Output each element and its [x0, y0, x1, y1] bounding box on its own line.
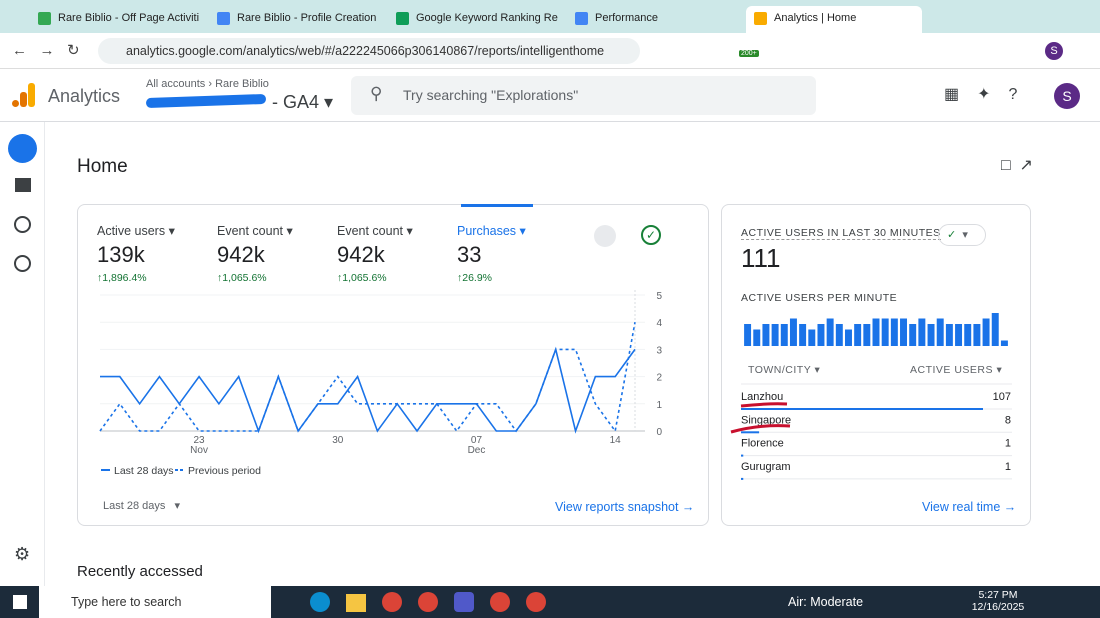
url-bar[interactable]: analytics.google.com/analytics/web/#/a22…	[98, 38, 640, 64]
tab[interactable]: Rare Biblio - Off Page Activiti	[30, 6, 206, 33]
metric-label: Active users ▾	[97, 224, 175, 238]
metric-change: 1,896.4%	[97, 272, 207, 284]
tab[interactable]: Analytics | Home	[746, 6, 922, 33]
realtime-value: 111	[741, 243, 781, 273]
nav-explore[interactable]	[14, 216, 31, 233]
realtime-card: ACTIVE USERS IN LAST 30 MINUTES 111 ✓ ▾ …	[721, 204, 1031, 526]
breadcrumb[interactable]: All accounts › Rare Biblio	[146, 78, 269, 90]
status-icon[interactable]: ✓	[641, 225, 661, 245]
nav-buttons[interactable]: ← → ↻	[12, 42, 80, 59]
nav-reports[interactable]	[15, 178, 31, 192]
metric-value: 942k	[337, 242, 385, 267]
metric[interactable]: Event count ▾ 942k 1,065.6%	[217, 223, 327, 284]
column-text[interactable]: ACTIVE USERS	[910, 364, 994, 376]
metric-change: 1,065.6%	[217, 272, 327, 284]
metric-value: 942k	[217, 242, 265, 267]
tab-title[interactable]: Performance	[595, 12, 658, 24]
tab-title[interactable]: Rare Biblio - Profile Creation	[237, 12, 377, 24]
bar-title: ACTIVE USERS PER MINUTE	[741, 292, 898, 304]
ga-header: Analytics All accounts › Rare Biblio - G…	[0, 70, 1100, 122]
nav-home[interactable]	[8, 134, 37, 163]
insights-icon[interactable]	[594, 225, 616, 247]
selected-tab-indicator	[461, 204, 533, 207]
column-text[interactable]: TOWN/CITY	[748, 364, 812, 376]
view-realtime-link[interactable]: View real time	[922, 500, 1016, 514]
tab[interactable]: Google Keyword Ranking Re	[388, 6, 564, 33]
search-icon: ⚲	[370, 84, 383, 103]
start-button[interactable]	[13, 595, 27, 609]
view-snapshot-link[interactable]: View reports snapshot	[555, 500, 694, 514]
nav-settings[interactable]: ⚙	[14, 544, 31, 564]
tab[interactable]: Rare Biblio - Profile Creation	[209, 6, 385, 33]
page-title: Home	[77, 156, 128, 177]
page-actions[interactable]: □ ↗	[1001, 157, 1033, 174]
header-icons[interactable]: ▦✦?	[944, 86, 1036, 103]
tab-bar: Rare Biblio - Off Page Activiti Rare Bibl…	[0, 0, 1100, 33]
extension-badge: 200+	[739, 50, 759, 57]
tab[interactable]: Performance	[567, 6, 743, 33]
breadcrumb-item[interactable]: All accounts	[146, 78, 206, 90]
section-title: Recently accessed	[77, 563, 203, 580]
breadcrumb-item[interactable]: Rare Biblio	[215, 78, 269, 90]
date-range-text[interactable]: Last 28 days	[103, 500, 166, 512]
metric[interactable]: Active users ▾ 139k 1,896.4%	[97, 223, 207, 284]
realtime-title: ACTIVE USERS IN LAST 30 MINUTES	[741, 227, 941, 240]
property-name[interactable]: - GA4 ▾	[272, 92, 334, 112]
metric-label: Purchases ▾	[457, 224, 526, 238]
tab-title[interactable]: Google Keyword Ranking Re	[416, 12, 558, 24]
taskbar: Type here to search Air: Moderate 5:27 P…	[0, 586, 1100, 618]
metric-value: 139k	[97, 242, 145, 267]
nav-advertising[interactable]	[14, 255, 31, 272]
metric-change: 1,065.6%	[337, 272, 447, 284]
column-header[interactable]: TOWN/CITY ▾	[748, 364, 821, 376]
date: 12/16/2025	[971, 601, 1025, 613]
metric-label: Event count ▾	[217, 224, 293, 238]
ga-logo	[12, 83, 35, 107]
app-name: Analytics	[48, 86, 121, 106]
metric-label: Event count ▾	[337, 224, 413, 238]
profile-avatar[interactable]: S	[1045, 42, 1063, 60]
sidebar: ⚙	[0, 122, 45, 586]
property-text[interactable]: - GA4	[272, 92, 320, 112]
status-dropdown[interactable]: ✓ ▾	[938, 224, 986, 246]
taskbar-search[interactable]: Type here to search	[39, 586, 271, 618]
column-header[interactable]: ACTIVE USERS ▾	[910, 364, 1003, 376]
clock[interactable]: 5:27 PM 12/16/2025	[970, 589, 1026, 613]
tab-title[interactable]: Analytics | Home	[774, 12, 857, 24]
metric-value: 33	[457, 242, 482, 267]
taskbar-apps[interactable]	[310, 592, 590, 612]
redaction	[145, 93, 267, 109]
account-avatar[interactable]: S	[1054, 83, 1080, 109]
metric[interactable]: Purchases ▾ 33 26.9%	[457, 223, 567, 284]
metric[interactable]: Event count ▾ 942k 1,065.6%	[337, 223, 447, 284]
overview-card: Active users ▾ 139k 1,896.4% Event count ▾ 9…	[77, 204, 709, 526]
tab-title[interactable]: Rare Biblio - Off Page Activiti	[58, 12, 200, 24]
weather[interactable]: Air: Moderate	[788, 595, 864, 609]
metric-change: 26.9%	[457, 272, 567, 284]
search-box[interactable]: Try searching "Explorations"	[351, 76, 816, 115]
date-range[interactable]: Last 28 days ▾	[103, 500, 181, 512]
time: 5:27 PM	[978, 589, 1018, 601]
